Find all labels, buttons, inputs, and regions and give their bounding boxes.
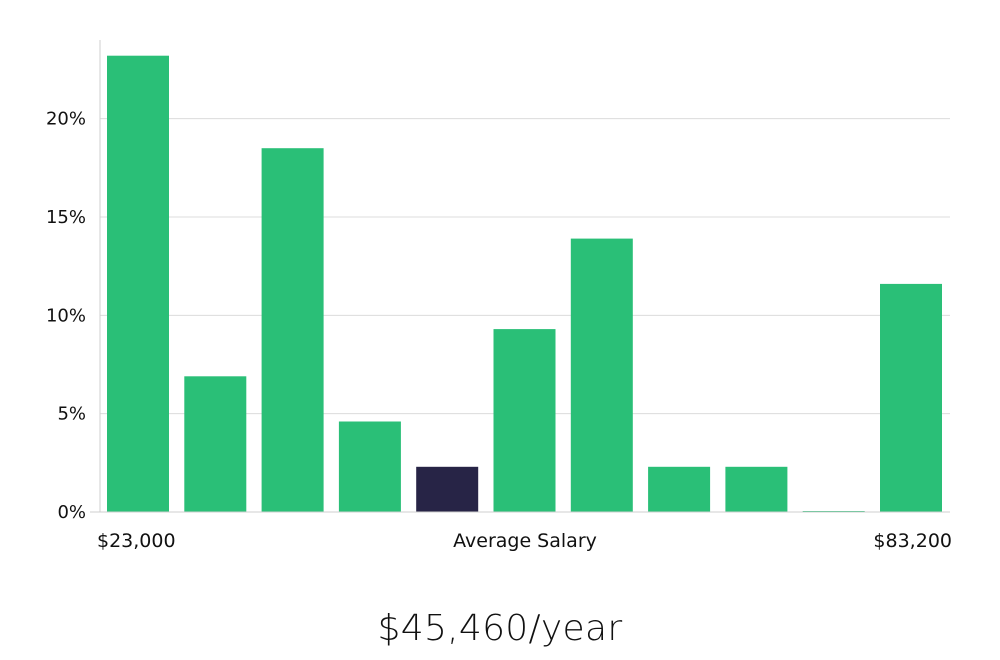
y-tick-label: 15% bbox=[46, 207, 86, 228]
x-label-min: $23,000 bbox=[97, 530, 176, 552]
y-axis-ticks: 0% 5% 10% 15% 20% bbox=[46, 109, 86, 523]
bar bbox=[338, 421, 401, 512]
x-label-center: Average Salary bbox=[453, 530, 597, 552]
bar bbox=[184, 376, 247, 512]
bar bbox=[725, 466, 788, 512]
y-tick-label: 5% bbox=[57, 404, 86, 425]
y-tick-label: 0% bbox=[57, 502, 86, 523]
x-label-max: $83,200 bbox=[873, 530, 952, 552]
salary-distribution-chart: 0% 5% 10% 15% 20% $23,000 Average Salary $83… bbox=[46, 40, 952, 552]
histogram-bars bbox=[107, 55, 942, 512]
average-salary-caption: $45,460/year bbox=[377, 608, 623, 649]
bar bbox=[107, 55, 169, 512]
bar bbox=[570, 238, 633, 512]
bar bbox=[261, 148, 324, 512]
bar-average-highlight bbox=[416, 466, 479, 512]
y-tick-label: 20% bbox=[46, 109, 86, 130]
y-tick-label: 10% bbox=[46, 305, 86, 326]
bar bbox=[880, 283, 942, 512]
bar bbox=[493, 329, 556, 512]
bar bbox=[648, 466, 711, 512]
